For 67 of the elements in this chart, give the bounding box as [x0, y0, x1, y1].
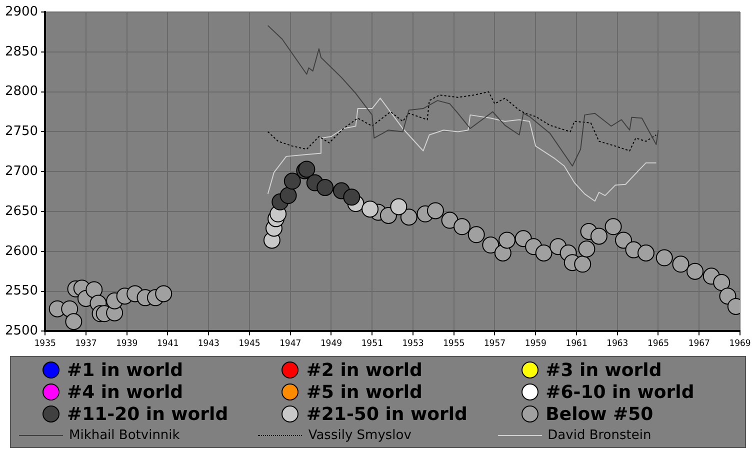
legend-label: Mikhail Botvinnik	[69, 428, 180, 442]
x-tick-label: 1957	[484, 338, 506, 349]
x-tick-label: 1951	[361, 338, 383, 349]
legend-label: #1 in world	[67, 360, 184, 380]
point	[426, 202, 444, 220]
x-tick-label: 1965	[647, 338, 670, 349]
y-tick-label: 2900	[4, 4, 38, 20]
legend-label: #21-50 in world	[306, 404, 468, 424]
point	[578, 240, 596, 258]
point	[604, 218, 622, 236]
legend-label: David Bronstein	[548, 428, 652, 442]
x-tick-label: 1969	[729, 338, 751, 349]
point	[637, 244, 654, 262]
point	[284, 172, 301, 190]
point	[400, 208, 418, 226]
y-tick-label: 2650	[4, 204, 38, 219]
legend-label: Below #50	[546, 404, 654, 424]
x-tick-label: 1963	[606, 338, 628, 349]
point	[656, 249, 673, 266]
x-tick-label: 1943	[198, 338, 220, 349]
legend-label: #4 in world	[67, 382, 184, 402]
point	[362, 200, 379, 218]
x-tick-label: 1967	[688, 338, 710, 349]
point	[155, 285, 172, 302]
x-tick-label: 1947	[280, 338, 302, 349]
x-tick-label: 1937	[75, 338, 97, 349]
legend-label: Vassily Smyslov	[308, 428, 412, 442]
y-tick-label: 2550	[4, 284, 38, 299]
point	[65, 313, 82, 330]
y-tick-label: 2700	[4, 164, 38, 179]
point	[498, 232, 516, 249]
x-tick-label: 1945	[238, 338, 260, 349]
y-tick-label: 2850	[4, 44, 38, 60]
x-tick-label: 1935	[34, 338, 56, 349]
point	[615, 232, 632, 249]
x-tick-label: 1953	[402, 338, 424, 349]
legend-label: #2 in world	[306, 360, 422, 380]
point	[713, 274, 730, 292]
legend-label: #3 in world	[546, 360, 662, 380]
y-tick-label: 2800	[4, 84, 38, 100]
line-series	[267, 91, 657, 152]
point	[590, 228, 608, 245]
point	[380, 206, 397, 224]
point	[390, 198, 408, 216]
x-tick-label: 1961	[566, 338, 588, 349]
point	[535, 244, 552, 262]
point	[280, 187, 297, 204]
point	[468, 226, 485, 244]
y-tick-label: 2500	[4, 324, 38, 339]
x-tick-label: 1939	[116, 338, 138, 349]
x-tick-label: 1941	[156, 338, 179, 349]
y-tick-label: 2600	[4, 244, 38, 259]
point	[686, 262, 704, 280]
y-tick-label: 2750	[4, 124, 38, 140]
point	[574, 256, 592, 273]
point	[316, 179, 334, 196]
point	[454, 218, 471, 236]
point	[672, 256, 690, 273]
x-tick-label: 1959	[524, 338, 546, 349]
legend-label: #11-20 in world	[67, 404, 228, 424]
x-tick-label: 1949	[320, 338, 342, 349]
point	[482, 236, 500, 254]
x-tick-label: 1955	[443, 338, 465, 349]
legend-label: #6-10 in world	[546, 382, 694, 402]
point	[343, 188, 360, 206]
legend-label: #5 in world	[306, 382, 422, 402]
point	[86, 281, 103, 298]
